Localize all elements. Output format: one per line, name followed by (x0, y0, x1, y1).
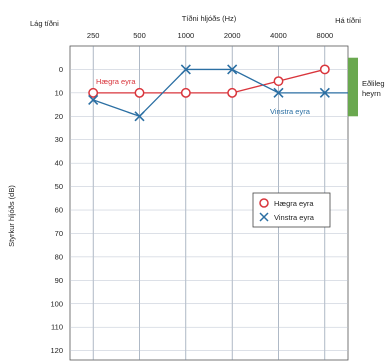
normal-hearing-band-bar (348, 57, 358, 117)
data-point-left-ear (134, 111, 145, 122)
normal-hearing-band (348, 57, 358, 117)
grid (69, 45, 349, 361)
series-line-left-ear (92, 68, 325, 118)
y-tick-label: 60 (55, 206, 63, 215)
series-label-right-ear: Hægra eyra (96, 77, 136, 86)
legend: Hægra eyra Vinstra eyra (252, 192, 331, 228)
x-tick-label: 4000 (270, 31, 287, 40)
corner-right-label: Há tíðni (335, 16, 361, 25)
legend-circle-icon (259, 198, 269, 208)
legend-label-right-ear: Hægra eyra (274, 199, 314, 208)
series-label-left-ear: Vinstra eyra (270, 107, 311, 116)
y-tick-label: 110 (51, 323, 63, 332)
band-label-line: Eðlileg (362, 79, 385, 88)
axes: Tíðni hljóðs (Hz) Lág tíðni Há tíðni Sty… (7, 14, 387, 355)
data-point-right-ear (319, 64, 330, 75)
data-point-left-ear (180, 64, 191, 75)
data-point-right-ear (88, 87, 99, 98)
y-tick-label: 120 (50, 346, 63, 355)
legend-label-left-ear: Vinstra eyra (274, 213, 315, 222)
data-point-left-ear (88, 94, 99, 105)
y-tick-label: 0 (59, 65, 63, 74)
x-tick-label: 500 (133, 31, 146, 40)
y-tick-label: 40 (55, 159, 63, 168)
data-point-right-ear (227, 87, 238, 98)
data-point-left-ear (273, 87, 284, 98)
y-tick-label: 10 (55, 88, 63, 97)
x-tick-label: 1000 (177, 31, 194, 40)
y-tick-label: 80 (55, 252, 63, 261)
plot-frame (69, 45, 349, 361)
y-tick-label: 70 (55, 229, 63, 238)
data-point-left-ear (227, 64, 238, 75)
data-point-left-ear (319, 87, 330, 98)
series (88, 64, 348, 122)
y-axis-label: Styrkur hljóðs (dB) (7, 185, 16, 247)
x-tick-label: 8000 (316, 31, 333, 40)
corner-left-label: Lág tíðni (30, 19, 59, 28)
series-labels: Hægra eyra Vinstra eyra (96, 77, 311, 116)
chart-title: Tíðni hljóðs (Hz) (182, 14, 237, 23)
data-point-right-ear (134, 87, 145, 98)
y-tick-label: 30 (55, 135, 63, 144)
x-tick-label: 2000 (224, 31, 241, 40)
y-tick-label: 50 (55, 182, 63, 191)
series-line-right-ear (93, 68, 325, 94)
y-tick-label: 100 (50, 299, 63, 308)
y-tick-label: 20 (55, 112, 63, 121)
y-tick-label: 90 (55, 276, 63, 285)
legend-x-icon (259, 212, 269, 222)
data-point-right-ear (180, 87, 191, 98)
data-point-right-ear (273, 76, 284, 87)
band-label: Eðlileg heyrn (362, 79, 387, 98)
band-label-line: heyrn (362, 89, 381, 98)
x-tick-label: 250 (87, 31, 100, 40)
